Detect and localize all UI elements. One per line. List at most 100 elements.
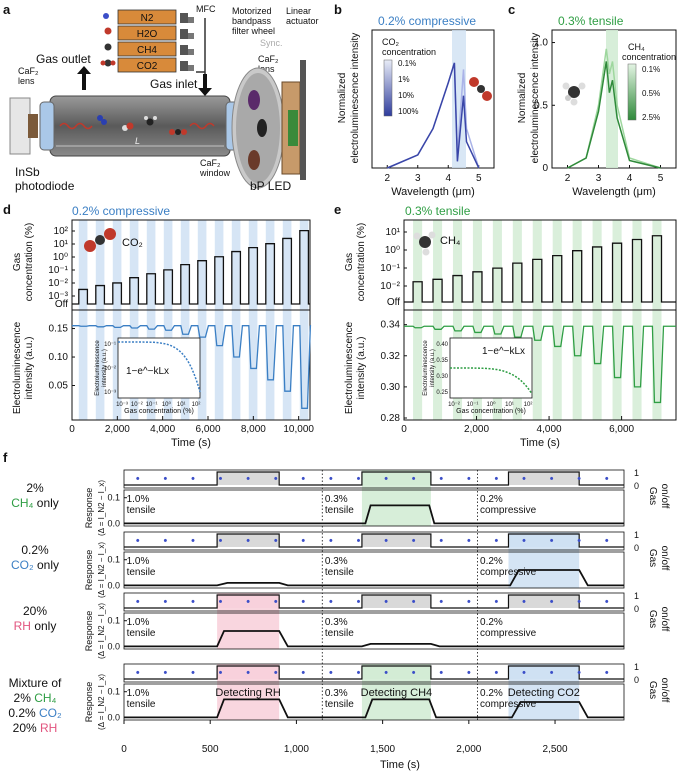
n2-molecule-icon: ⦁ bbox=[467, 537, 471, 544]
pd-xtick-label: 10,000 bbox=[283, 424, 314, 435]
pe-gas-band bbox=[433, 220, 443, 420]
actuator-label-1: Linear bbox=[286, 6, 311, 16]
insb-photodiode-label: photodiode bbox=[15, 179, 75, 193]
n2-molecule-icon: ⦁ bbox=[274, 669, 278, 676]
n2-molecule-icon: ⦁ bbox=[219, 669, 223, 676]
panel-f-ylabel-response: Response bbox=[84, 488, 94, 529]
pe-ytick-top-label: 10¹ bbox=[386, 227, 401, 238]
pd-gas-band bbox=[299, 220, 309, 420]
panel-f-segment-strain: 0.2% bbox=[480, 494, 503, 505]
panel-c-xlabel: Wavelength (μm) bbox=[572, 186, 656, 198]
pe-inset-xtick-label: 10⁻¹ bbox=[467, 402, 479, 408]
panel-e-inset-ylabel-1: Electroluminescence bbox=[423, 340, 429, 396]
pd-ytick-top-label: 10¹ bbox=[54, 239, 69, 250]
panel-d-inset-xticks: 10⁻³ 10⁻² 10⁻¹ 10⁰ 10¹ 10² bbox=[116, 401, 200, 408]
panel-c-ytick-label: 0 bbox=[542, 163, 548, 174]
gas-ch4-label: CH4 bbox=[137, 45, 157, 56]
pd-gas-band bbox=[95, 220, 105, 420]
pd-inset-xtick-label: 10² bbox=[192, 402, 201, 408]
n2-molecule-icon: ⦁ bbox=[136, 537, 140, 544]
n2-molecule-icon: ⦁ bbox=[384, 598, 388, 605]
row-co2-label-1: 0.2% bbox=[21, 543, 49, 557]
panel-f-ylabel-onoff: on/off bbox=[659, 484, 670, 509]
panel-f-gas-window bbox=[217, 595, 280, 608]
pd-gas-band bbox=[146, 220, 156, 420]
panel-d-axes bbox=[71, 219, 311, 421]
n2-molecule-icon: ⦁ bbox=[329, 475, 333, 482]
pd-inset-xtick-label: 10⁻¹ bbox=[146, 402, 158, 408]
panel-f-gas-axes bbox=[123, 469, 625, 489]
pd-xtick-label: 2,000 bbox=[105, 424, 130, 435]
panel-f-response-trace bbox=[124, 504, 624, 525]
ir-beam-left-icon bbox=[59, 122, 93, 130]
panel-f-gas-window bbox=[361, 472, 431, 485]
panel-e-inset-curve bbox=[450, 367, 533, 395]
panel-e-gas-bands bbox=[413, 220, 662, 420]
panel-f-segment-type: tensile bbox=[325, 567, 354, 578]
n2-molecule-icon: ⦁ bbox=[357, 669, 361, 676]
panel-label-f: f bbox=[3, 450, 8, 465]
pe-inset-ytick-label: 0.35 bbox=[436, 358, 448, 364]
pd-gas-band bbox=[163, 220, 173, 420]
caf2-lens-left-label: lens bbox=[18, 76, 35, 86]
n2-molecule-icon: ⦁ bbox=[439, 537, 443, 544]
panel-f-segment-strain: 0.2% bbox=[480, 688, 503, 699]
n2-molecule-icon: ⦁ bbox=[412, 598, 416, 605]
pd-ytick-top-label: 10⁻¹ bbox=[48, 265, 68, 276]
panel-f-ylabel-onoff: on/off bbox=[659, 546, 670, 571]
n2-molecule-icon: ⦁ bbox=[191, 598, 195, 605]
n2-molecule-icon: ⦁ bbox=[246, 475, 250, 482]
panel-f-gas-tick-on: 1 bbox=[634, 468, 639, 478]
n2-molecule-icon: ⦁ bbox=[136, 598, 140, 605]
panel-b-legend-colorbar bbox=[383, 59, 393, 117]
panel-f-ytick-label: 0.0 bbox=[107, 641, 120, 651]
n2-molecule-icon: ⦁ bbox=[274, 598, 278, 605]
panel-d-ylabel-top-2: concentration (%) bbox=[24, 223, 35, 301]
n2-molecule-icon: ⦁ bbox=[302, 537, 306, 544]
left-window bbox=[39, 101, 55, 151]
panel-c-ylabel-1: Normalized bbox=[517, 73, 528, 124]
panel-c: c 0.3% tensile Normalized electrolumines… bbox=[508, 2, 677, 198]
panel-c-title: 0.3% tensile bbox=[558, 14, 624, 28]
n2-molecule-icon: ⦁ bbox=[302, 598, 306, 605]
panel-b-legend-title-1: CO₂ bbox=[382, 37, 400, 47]
n2-molecule-icon: ⦁ bbox=[357, 475, 361, 482]
panel-e-xlabel: Time (s) bbox=[520, 437, 560, 449]
pd-gas-band bbox=[248, 220, 258, 420]
n2-molecule-icon: ⦁ bbox=[164, 475, 168, 482]
n2-molecule-icon: ⦁ bbox=[495, 537, 499, 544]
panel-c-legend-title-1: CH₄ bbox=[628, 42, 645, 52]
panel-f-segment-type: compressive bbox=[480, 505, 537, 516]
n2-molecule-icon: ⦁ bbox=[384, 537, 388, 544]
n2-molecule-icon: ⦁ bbox=[302, 669, 306, 676]
panel-e-intensity-trace bbox=[404, 325, 676, 404]
panel-f-segment-strain: 1.0% bbox=[127, 556, 150, 567]
panel-f-row-3: ⦁ ⦁ ⦁ ⦁ ⦁ ⦁ ⦁ ⦁ ⦁ ⦁ ⦁ ⦁ ⦁ ⦁ ⦁ ⦁ ⦁ ⦁ 0.1 0.0 1 0 Response (Δ = I… bbox=[84, 662, 670, 730]
panel-d-inset-formula: 1−e^−kLx bbox=[126, 366, 169, 377]
gas-outlet-label: Gas outlet bbox=[36, 52, 91, 66]
row-ch4-label-1: 2% bbox=[26, 481, 44, 495]
pe-gas-band bbox=[612, 220, 622, 420]
caf2-lens-left-label-1: CaF₂ bbox=[18, 66, 39, 76]
insb-photodiode-sensor bbox=[28, 114, 38, 138]
n2-molecule-icon: ⦁ bbox=[522, 598, 526, 605]
pe-xtick-label: 4,000 bbox=[537, 424, 562, 435]
pe-inset-xtick-label: 10² bbox=[524, 402, 533, 408]
panel-d-intensity-trace bbox=[72, 325, 312, 409]
panel-c-xtick-label: 5 bbox=[658, 173, 664, 184]
panel-b-xtick-label: 3 bbox=[415, 173, 421, 184]
panel-f-gas-trace bbox=[124, 533, 624, 548]
gas-n2-label: N2 bbox=[141, 13, 154, 24]
pe-gas-band bbox=[492, 220, 502, 420]
panel-f-ylabel-onoff: on/off bbox=[659, 607, 670, 632]
panel-e-yticks-bot: 0.34 0.32 0.30 0.28 bbox=[381, 320, 407, 424]
panel-f-ylabel-response: Response bbox=[84, 611, 94, 652]
n2-molecule-icon: ⦁ bbox=[274, 537, 278, 544]
panel-f-segment-strain: 0.2% bbox=[480, 556, 503, 567]
n2-molecule-icon: ⦁ bbox=[495, 598, 499, 605]
pe-ytick-top-label: 10⁻¹ bbox=[380, 263, 400, 274]
panel-d-inset bbox=[117, 337, 201, 399]
panel-c-legend-1: 0.5% bbox=[642, 89, 660, 98]
